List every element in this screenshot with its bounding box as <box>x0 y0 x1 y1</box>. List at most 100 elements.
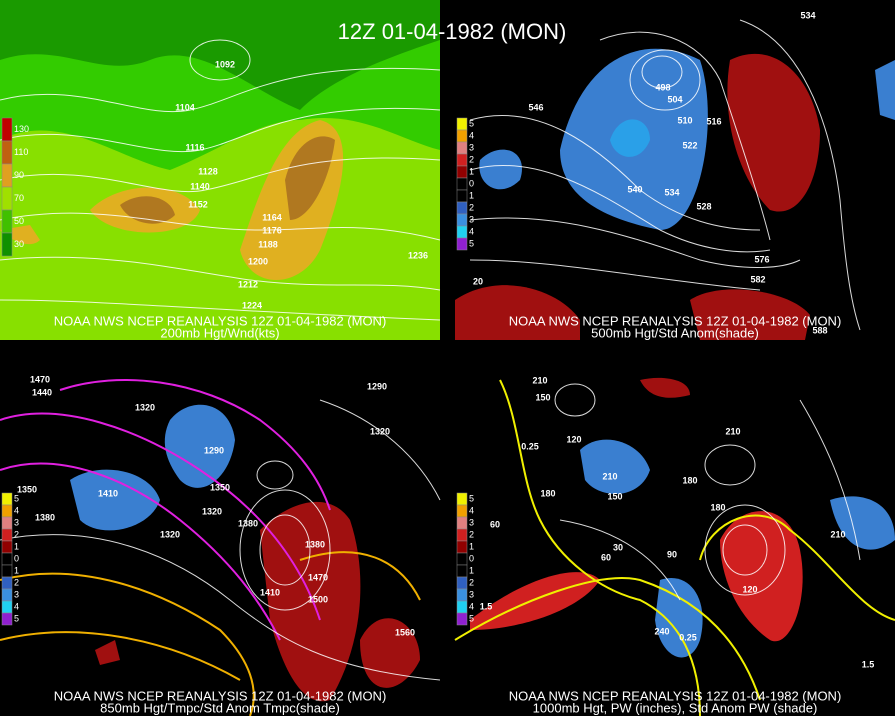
temperature-contour <box>0 631 241 681</box>
legend-swatch <box>456 576 468 590</box>
legend-label: 110 <box>14 147 28 157</box>
legend-label: 130 <box>14 124 29 134</box>
contour-label: 1164 <box>262 212 282 222</box>
panel-caption: 500mb Hgt/Std Anom(shade) <box>591 325 759 340</box>
panel-caption: 850mb Hgt/Tmpc/Std Anom Tmpc(shade) <box>100 700 340 715</box>
legend-swatch <box>1 564 13 578</box>
anomaly-shade <box>580 439 650 494</box>
contour-label: 540 <box>627 184 642 194</box>
contour-label: 1152 <box>188 199 208 209</box>
contour-label: 1320 <box>202 506 222 516</box>
contour-label: 210 <box>725 426 740 436</box>
anomaly-shade <box>727 53 820 212</box>
contour-label: 60 <box>601 552 611 562</box>
contour-label: 1440 <box>32 387 52 397</box>
panel-background <box>455 375 895 716</box>
contour-label: 1350 <box>210 482 230 492</box>
contour-label: 1212 <box>238 279 258 289</box>
legend-swatch <box>456 516 468 530</box>
panel-200mb <box>0 0 441 341</box>
legend-swatch <box>1 140 13 165</box>
legend-swatch <box>456 528 468 542</box>
contour-label: 522 <box>682 140 697 150</box>
contour-label: 1410 <box>260 587 280 597</box>
pw-contour <box>454 577 761 701</box>
panel-source: NOAA NWS NCEP REANALYSIS 12Z 01-04-1982 … <box>509 313 842 328</box>
legend-label: 30 <box>14 239 24 249</box>
legend-swatch <box>456 129 468 143</box>
contour-label: 210 <box>602 471 617 481</box>
legend-label: 3 <box>469 589 474 599</box>
legend-swatch <box>456 492 468 506</box>
contour-label: 1188 <box>258 239 278 249</box>
legend-label: 2 <box>469 529 474 539</box>
contour-label: 0.25 <box>521 441 539 451</box>
contour-label: 510 <box>677 115 692 125</box>
legend-swatch <box>456 225 468 239</box>
contour-label: 498 <box>655 82 670 92</box>
contour-label: 90 <box>667 549 677 559</box>
temperature-contour <box>299 551 421 601</box>
legend-label: 5 <box>469 238 474 248</box>
panel-source: NOAA NWS NCEP REANALYSIS 12Z 01-04-1982 … <box>54 313 387 328</box>
legend-swatch <box>456 237 468 251</box>
contour-label: 1500 <box>308 594 328 604</box>
contour-label: 1410 <box>98 488 118 498</box>
contour-label: 180 <box>682 475 697 485</box>
legend-label: 5 <box>469 493 474 503</box>
contour-label: 1380 <box>35 512 55 522</box>
legend-swatch <box>456 189 468 203</box>
contour-label: 1560 <box>395 627 415 637</box>
contour-label: 1320 <box>160 529 180 539</box>
contour-label: 1.5 <box>480 601 493 611</box>
legend-swatch <box>456 213 468 227</box>
legend-swatch <box>456 141 468 155</box>
legend-label: 3 <box>14 517 19 527</box>
contour-label: 1140 <box>190 181 210 191</box>
anomaly-shade <box>470 572 600 630</box>
legend-label: 5 <box>14 613 19 623</box>
contour-label: 1470 <box>308 572 328 582</box>
legend-label: 1 <box>469 190 474 200</box>
legend-label: 3 <box>469 214 474 224</box>
legend-swatch <box>456 588 468 602</box>
panel-caption: 1000mb Hgt, PW (inches), Std Anom PW (sh… <box>533 700 818 715</box>
legend-label: 0 <box>14 553 19 563</box>
legend-swatch <box>1 540 13 554</box>
contour-label: 20 <box>473 276 483 286</box>
contour-label: 210 <box>830 529 845 539</box>
contour-label: 120 <box>742 584 757 594</box>
legend-label: 4 <box>469 601 474 611</box>
legend-swatch <box>1 186 13 211</box>
contour-label: 0.25 <box>679 632 697 642</box>
contour-label: 1200 <box>248 256 268 266</box>
temperature-contour <box>0 462 281 641</box>
legend-swatch <box>456 117 468 131</box>
legend-swatch <box>1 209 13 234</box>
contour-label: 1.5 <box>862 659 875 669</box>
legend-label: 2 <box>14 577 19 587</box>
contour-label: 504 <box>667 94 682 104</box>
contour-label: 576 <box>754 254 769 264</box>
contour-label: 516 <box>706 116 721 126</box>
anomaly-shade <box>70 469 160 531</box>
legend-label: 0 <box>469 178 474 188</box>
pw-contour <box>699 514 895 621</box>
anomaly-shade <box>640 377 690 398</box>
legend-swatch <box>1 588 13 602</box>
panel-source: NOAA NWS NCEP REANALYSIS 12Z 01-04-1982 … <box>54 688 387 703</box>
wind-shade <box>285 136 335 220</box>
contour-label: 582 <box>750 274 765 284</box>
pw-contour <box>499 379 701 716</box>
contour-label: 546 <box>528 102 543 112</box>
panel-500mb <box>455 0 895 340</box>
legend-label: 1 <box>14 565 19 575</box>
legend-label: 50 <box>14 216 24 226</box>
contour-label: 1320 <box>135 402 155 412</box>
legend-swatch <box>456 552 468 566</box>
temperature-contour <box>0 572 255 716</box>
contour-label: 1104 <box>175 102 195 112</box>
legend-swatch <box>1 528 13 542</box>
anomaly-shade <box>164 404 235 488</box>
